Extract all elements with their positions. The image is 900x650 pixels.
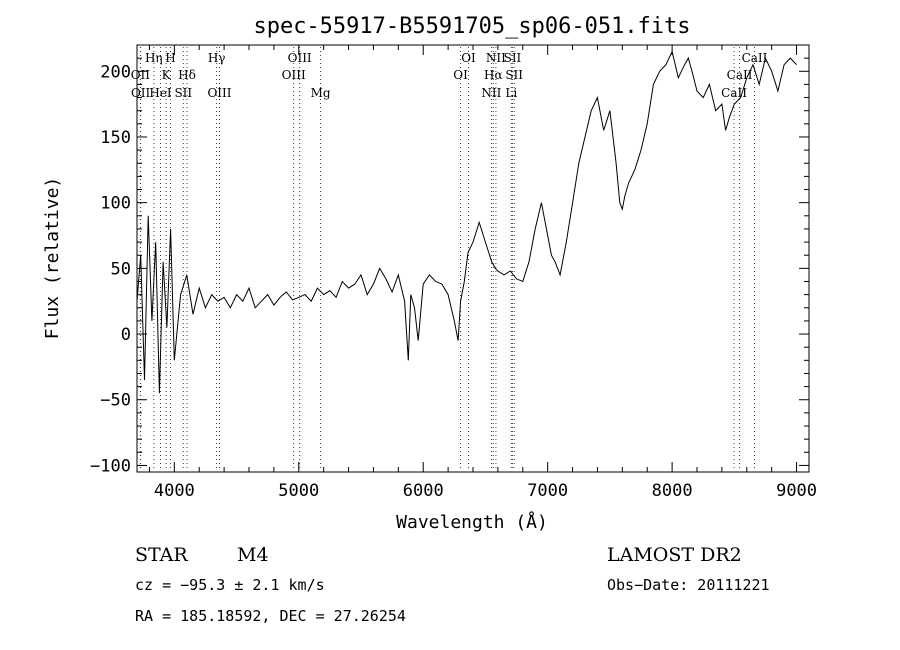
spectral-line-label: OIII xyxy=(282,68,306,82)
spectral-line-label: Hα xyxy=(484,68,503,82)
y-tick-label: −50 xyxy=(100,391,131,411)
spectrum-line xyxy=(136,50,797,394)
y-tick-label: −100 xyxy=(90,456,131,476)
spectral-line-label: SII xyxy=(174,86,192,100)
spectral-line-label: OIII xyxy=(288,51,312,65)
spectrum-series xyxy=(136,50,797,394)
coordinates: RA = 185.18592, DEC = 27.26254 xyxy=(135,607,406,625)
y-tick-label: 100 xyxy=(100,194,131,214)
spectral-line-label: SII xyxy=(505,68,523,82)
y-tick-label: 200 xyxy=(100,62,131,82)
x-tick-label: 9000 xyxy=(776,481,817,501)
spectral-line-label: OI xyxy=(453,68,468,82)
spectral-line-label: OI xyxy=(461,51,476,65)
object-subclass: M4 xyxy=(237,544,269,566)
spectral-line-label: CaII xyxy=(742,51,768,65)
spectral-line-markers xyxy=(139,47,755,470)
spectral-line-label: SII xyxy=(504,51,522,65)
x-tick-label: 5000 xyxy=(278,481,319,501)
spectral-line-label: CaII xyxy=(727,68,753,82)
object-class: STAR xyxy=(135,544,188,566)
spectral-line-label: NII xyxy=(481,86,501,100)
spectral-line-label: Mg xyxy=(311,86,331,100)
spectral-line-label: OII xyxy=(131,68,151,82)
chart-title: spec-55917-B5591705_sp06-051.fits xyxy=(253,14,690,39)
axis-ticks xyxy=(137,45,809,472)
y-axis-title: Flux (relative) xyxy=(42,177,63,340)
spectral-line-label: OII xyxy=(131,86,151,100)
y-tick-label: 50 xyxy=(111,259,131,279)
x-tick-label: 7000 xyxy=(527,481,568,501)
plot-frame xyxy=(136,44,810,473)
spectral-line-label: H xyxy=(165,51,175,65)
x-tick-label: 6000 xyxy=(403,481,444,501)
spectral-line-label: HeI xyxy=(149,86,172,100)
spectral-line-label: Hη xyxy=(145,51,163,65)
spectral-line-label: Hδ xyxy=(178,68,196,82)
spectral-line-label: K xyxy=(162,68,172,82)
x-tick-label: 8000 xyxy=(652,481,693,501)
axis-tick-labels: 4000 5000 6000 7000 8000 9000 −100 −50 0 50 100 150… xyxy=(90,62,817,501)
spectral-line-label: OIII xyxy=(207,86,231,100)
y-tick-label: 0 xyxy=(121,325,131,345)
spectral-line-label: Li xyxy=(505,86,517,100)
x-axis-title: Wavelength (Å) xyxy=(396,511,548,533)
survey-name: LAMOST DR2 xyxy=(607,544,742,566)
spectral-line-label: Hγ xyxy=(208,51,226,65)
x-tick-label: 4000 xyxy=(154,481,195,501)
spectral-line-label: NII xyxy=(486,51,506,65)
observation-date: Obs−Date: 20111221 xyxy=(607,576,770,594)
y-tick-label: 150 xyxy=(100,128,131,148)
redshift-velocity: cz = −95.3 ± 2.1 km/s xyxy=(135,576,325,594)
